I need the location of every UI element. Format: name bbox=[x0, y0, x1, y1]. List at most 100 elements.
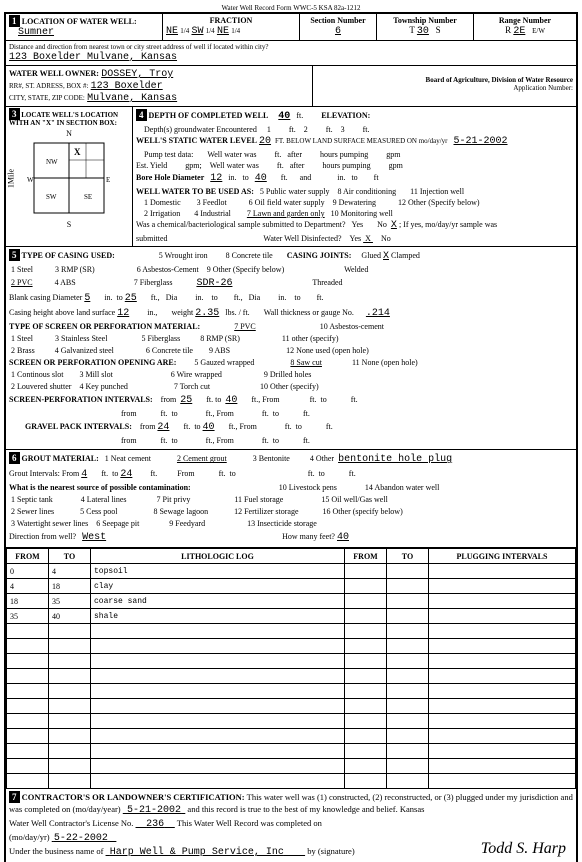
app-num-label: Application Number: bbox=[513, 84, 573, 92]
dis-x: X bbox=[363, 234, 373, 243]
ct4-text: Water Well Contractor's License No. bbox=[9, 818, 133, 828]
gi-t1: 40 bbox=[203, 422, 215, 433]
section-6-num: 6 bbox=[9, 452, 20, 464]
d2: 2 bbox=[304, 125, 308, 134]
ct2: 2 PVC bbox=[11, 278, 33, 287]
chem-x: X bbox=[391, 220, 397, 231]
table-cell bbox=[387, 699, 429, 714]
city: Mulvane, Kansas bbox=[87, 93, 177, 104]
table-cell bbox=[345, 774, 387, 789]
disinfected: Water Well Disinfected? bbox=[263, 234, 341, 243]
range-r: R bbox=[505, 25, 511, 35]
si-from: from bbox=[161, 395, 177, 404]
table-cell: 4 bbox=[7, 579, 49, 594]
welded: Welded bbox=[344, 265, 368, 274]
table-cell bbox=[387, 579, 429, 594]
sc1: 1 Steel bbox=[11, 334, 33, 343]
township-dir-n: T bbox=[409, 25, 414, 35]
sc5: 5 Fiberglass bbox=[141, 334, 180, 343]
table-cell bbox=[7, 774, 49, 789]
table-cell bbox=[91, 654, 345, 669]
table-cell bbox=[387, 639, 429, 654]
owner-name: DOSSEY, Troy bbox=[101, 69, 173, 80]
form-container: 1 LOCATION OF WATER WELL: Sumner FRACTIO… bbox=[4, 12, 578, 862]
address: 123 Boxelder Mulvane, Kansas bbox=[9, 52, 177, 63]
op8: 8 Saw cut bbox=[290, 358, 322, 367]
table-cell bbox=[387, 684, 429, 699]
table-cell: topsoil bbox=[91, 564, 345, 579]
th-to2: TO bbox=[387, 549, 429, 564]
table-cell: 4 bbox=[49, 564, 91, 579]
table-cell bbox=[345, 729, 387, 744]
c5: 5 Cess pool bbox=[80, 507, 117, 516]
glued-x: X bbox=[383, 251, 389, 262]
use-6: 6 Oil field water supply bbox=[249, 198, 325, 207]
sc12: 12 None used (open hole) bbox=[286, 346, 369, 355]
th-from1: FROM bbox=[7, 549, 49, 564]
use-2: 2 Irrigation bbox=[144, 209, 180, 218]
est-yield: Est. Yield bbox=[136, 161, 167, 170]
static-label: WELL'S STATIC WATER LEVEL bbox=[136, 136, 257, 145]
table-cell bbox=[387, 744, 429, 759]
gt4: 4 Other bbox=[310, 454, 334, 463]
table-cell bbox=[7, 714, 49, 729]
table-cell bbox=[345, 579, 387, 594]
op5: 5 Gauzed wrapped bbox=[194, 358, 254, 367]
table-cell bbox=[49, 744, 91, 759]
chem-no: No bbox=[377, 220, 387, 229]
op9: 9 Drilled holes bbox=[264, 370, 312, 379]
fraction-label: FRACTION bbox=[166, 16, 296, 25]
svg-text:X: X bbox=[74, 147, 81, 157]
table-cell bbox=[387, 729, 429, 744]
after-1: after bbox=[287, 150, 302, 159]
op3: 3 Mill slot bbox=[79, 370, 112, 379]
distance-label: Distance and direction from nearest town… bbox=[9, 43, 573, 51]
table-cell bbox=[429, 609, 576, 624]
use-8: 8 Air conditioning bbox=[337, 187, 396, 196]
table-cell bbox=[387, 594, 429, 609]
static-unit: FT. BELOW LAND SURFACE MEASURED ON mo/da… bbox=[275, 137, 447, 145]
th-plug: PLUGGING INTERVALS bbox=[429, 549, 576, 564]
table-cell: 35 bbox=[49, 594, 91, 609]
ct9: 9 Other (Specify below) bbox=[207, 265, 285, 274]
range-dir: E/W bbox=[532, 27, 545, 35]
table-cell bbox=[387, 669, 429, 684]
table-cell bbox=[429, 564, 576, 579]
ct7: 7 Fiberglass bbox=[134, 278, 173, 287]
th-from2: FROM bbox=[345, 549, 387, 564]
c14: 14 Abandon water well bbox=[365, 483, 439, 492]
bore2: 40 bbox=[255, 173, 267, 184]
table-cell bbox=[345, 609, 387, 624]
table-cell bbox=[7, 759, 49, 774]
wall-label: Wall thickness or gauge No. bbox=[264, 308, 354, 317]
table-cell bbox=[91, 639, 345, 654]
table-cell bbox=[429, 684, 576, 699]
sc9: 9 ABS bbox=[209, 346, 230, 355]
form-header: Water Well Record Form WWC-5 KSA 82a-121… bbox=[4, 4, 578, 12]
section-1-num: 1 bbox=[9, 15, 20, 27]
gi-to: 24 bbox=[120, 469, 132, 480]
table-cell bbox=[49, 729, 91, 744]
after-2: after bbox=[290, 161, 305, 170]
table-cell bbox=[345, 594, 387, 609]
table-cell bbox=[7, 639, 49, 654]
c3: 3 Watertight sewer lines bbox=[11, 519, 88, 528]
table-cell bbox=[49, 624, 91, 639]
table-cell: 18 bbox=[49, 579, 91, 594]
sc11: 11 other (specify) bbox=[282, 334, 339, 343]
pump-label: Pump test data: bbox=[144, 150, 193, 159]
contam-label: What is the nearest source of possible c… bbox=[9, 483, 191, 492]
owner-label: WATER WELL OWNER: bbox=[9, 69, 99, 78]
f1: NE bbox=[166, 26, 178, 37]
table-cell bbox=[49, 714, 91, 729]
dis-yes: Yes bbox=[350, 234, 362, 243]
use-9: 9 Dewatering bbox=[333, 198, 376, 207]
op2: 2 Louvered shutter bbox=[11, 382, 71, 391]
grout-label: GROUT MATERIAL: bbox=[22, 454, 99, 463]
table-cell bbox=[387, 564, 429, 579]
blank-label: Blank casing Diameter bbox=[9, 293, 82, 302]
dis-no: No bbox=[381, 234, 391, 243]
bore-to: to bbox=[243, 173, 249, 182]
c6: 6 Seepage pit bbox=[96, 519, 139, 528]
op4: 4 Key punched bbox=[79, 382, 127, 391]
